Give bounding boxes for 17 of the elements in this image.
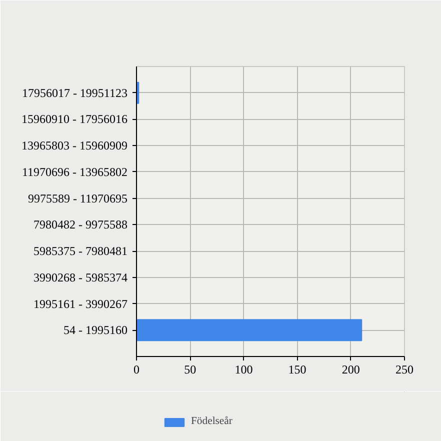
y-tick-label: 7980482 - 9975588 — [34, 218, 128, 232]
x-tick-label: 100 — [234, 362, 253, 376]
y-tick-label: 9975589 - 11970695 — [28, 191, 128, 206]
legend-label: Födelseår — [191, 416, 232, 427]
x-tick-label: 0 — [134, 362, 140, 376]
x-tick-label: 250 — [396, 362, 414, 376]
y-tick-label: 13965803 - 15960909 — [22, 138, 128, 153]
x-tick-label: 200 — [342, 362, 360, 376]
x-tick-label: 50 — [184, 362, 196, 376]
y-tick-label: 1995161 - 3990267 — [34, 296, 128, 311]
y-tick-label: 5985375 - 7980481 — [34, 244, 128, 258]
y-tick-label: 3990268 - 5985374 — [34, 270, 128, 284]
x-tick-label: 150 — [288, 362, 306, 376]
y-tick-label: 15960910 - 17956016 — [22, 112, 128, 126]
y-tick-label: 54 - 1995160 — [64, 323, 128, 338]
y-tick-label: 11970696 - 13965802 — [22, 164, 128, 179]
y-tick-label: 17956017 - 19951123 — [22, 86, 128, 100]
